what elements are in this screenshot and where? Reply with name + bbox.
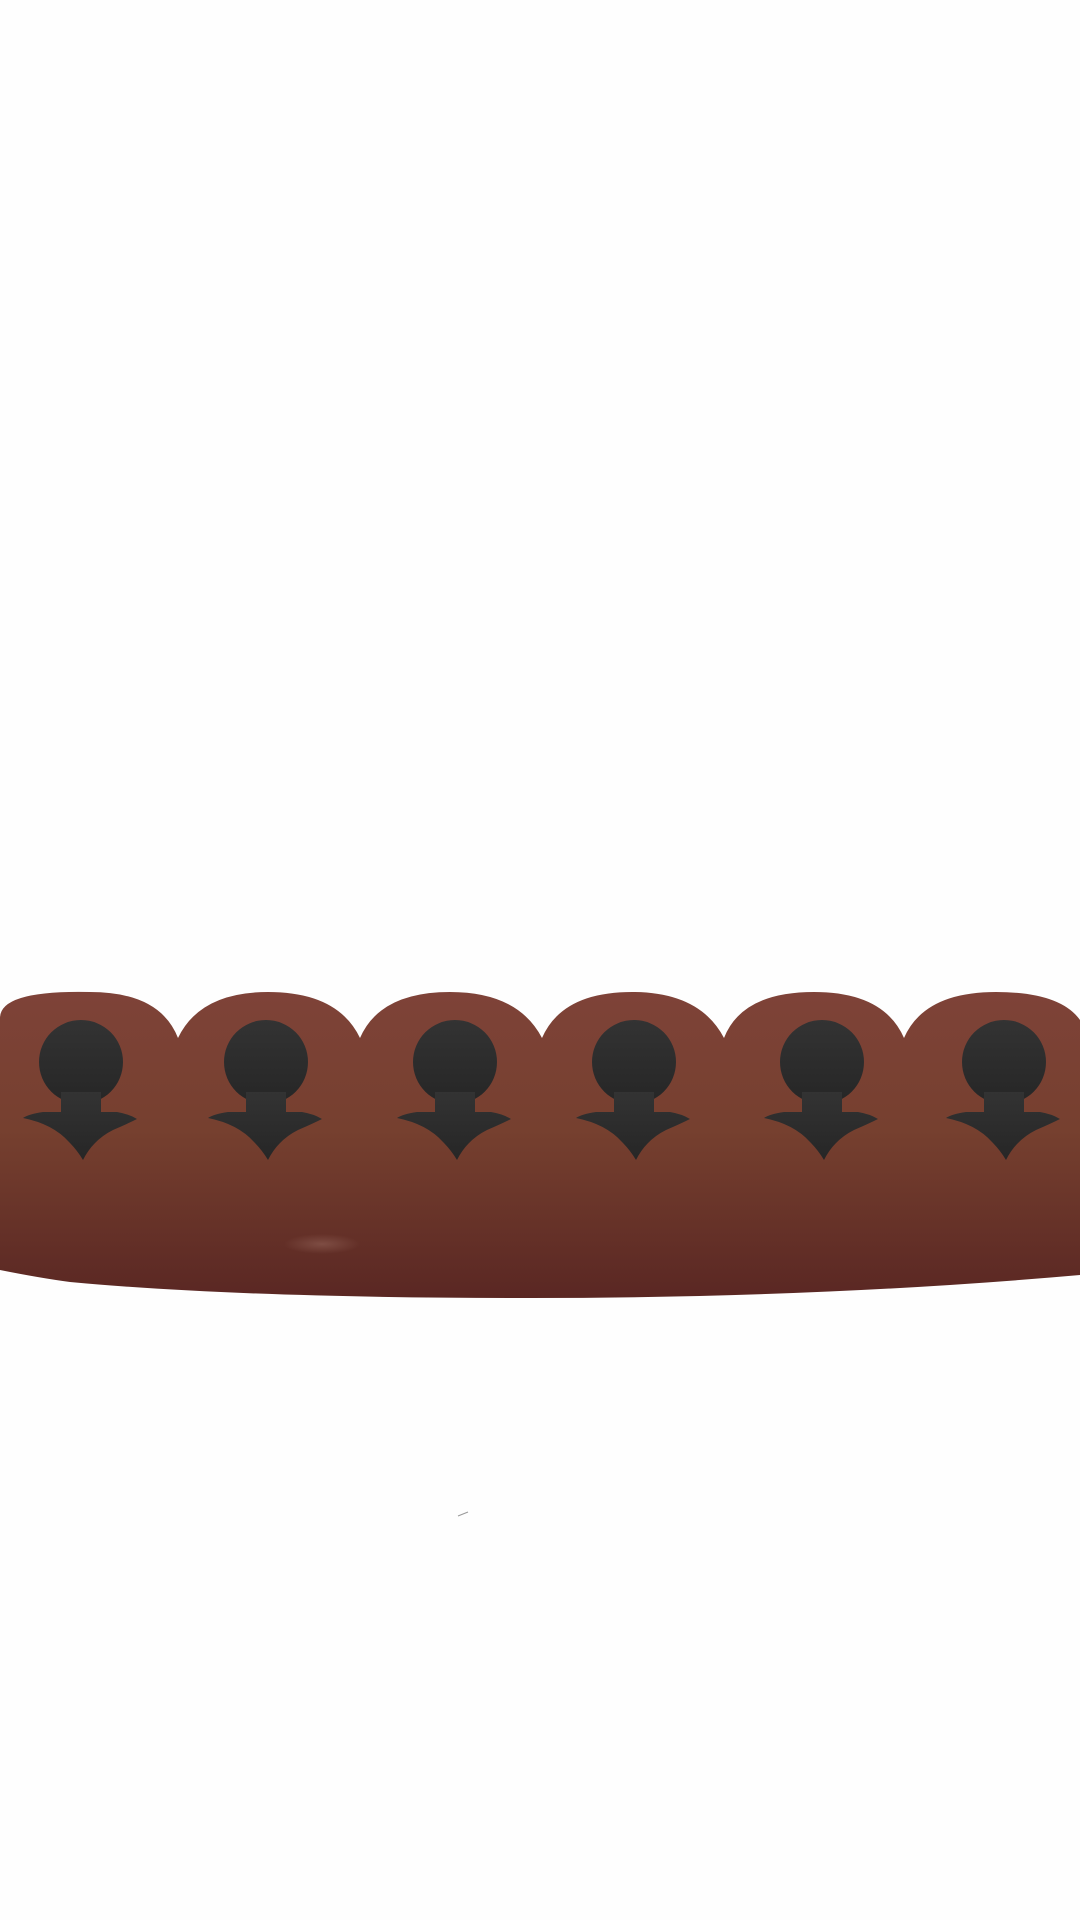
hole-stem (397, 1092, 511, 1160)
keyhole-icon[interactable] (208, 1020, 322, 1160)
speck-mark (457, 1511, 469, 1517)
hole-head (224, 1020, 308, 1104)
hole-head (780, 1020, 864, 1104)
keyhole-icon[interactable] (23, 1020, 137, 1160)
keyhole-icon[interactable] (576, 1020, 690, 1160)
keyhole-icon[interactable] (764, 1020, 878, 1160)
hole-stem (576, 1092, 690, 1160)
board-glint (284, 1234, 360, 1254)
hole-stem (208, 1092, 322, 1160)
hole-stem (946, 1092, 1060, 1160)
keyhole-icon[interactable] (946, 1020, 1060, 1160)
hole-stem (764, 1092, 878, 1160)
keyhole-icon[interactable] (397, 1020, 511, 1160)
hole-head (592, 1020, 676, 1104)
hole-head (39, 1020, 123, 1104)
hole-board (0, 991, 1080, 1298)
hole-stem (23, 1092, 137, 1160)
hole-head (962, 1020, 1046, 1104)
hole-row (23, 1020, 1060, 1160)
hole-head (413, 1020, 497, 1104)
